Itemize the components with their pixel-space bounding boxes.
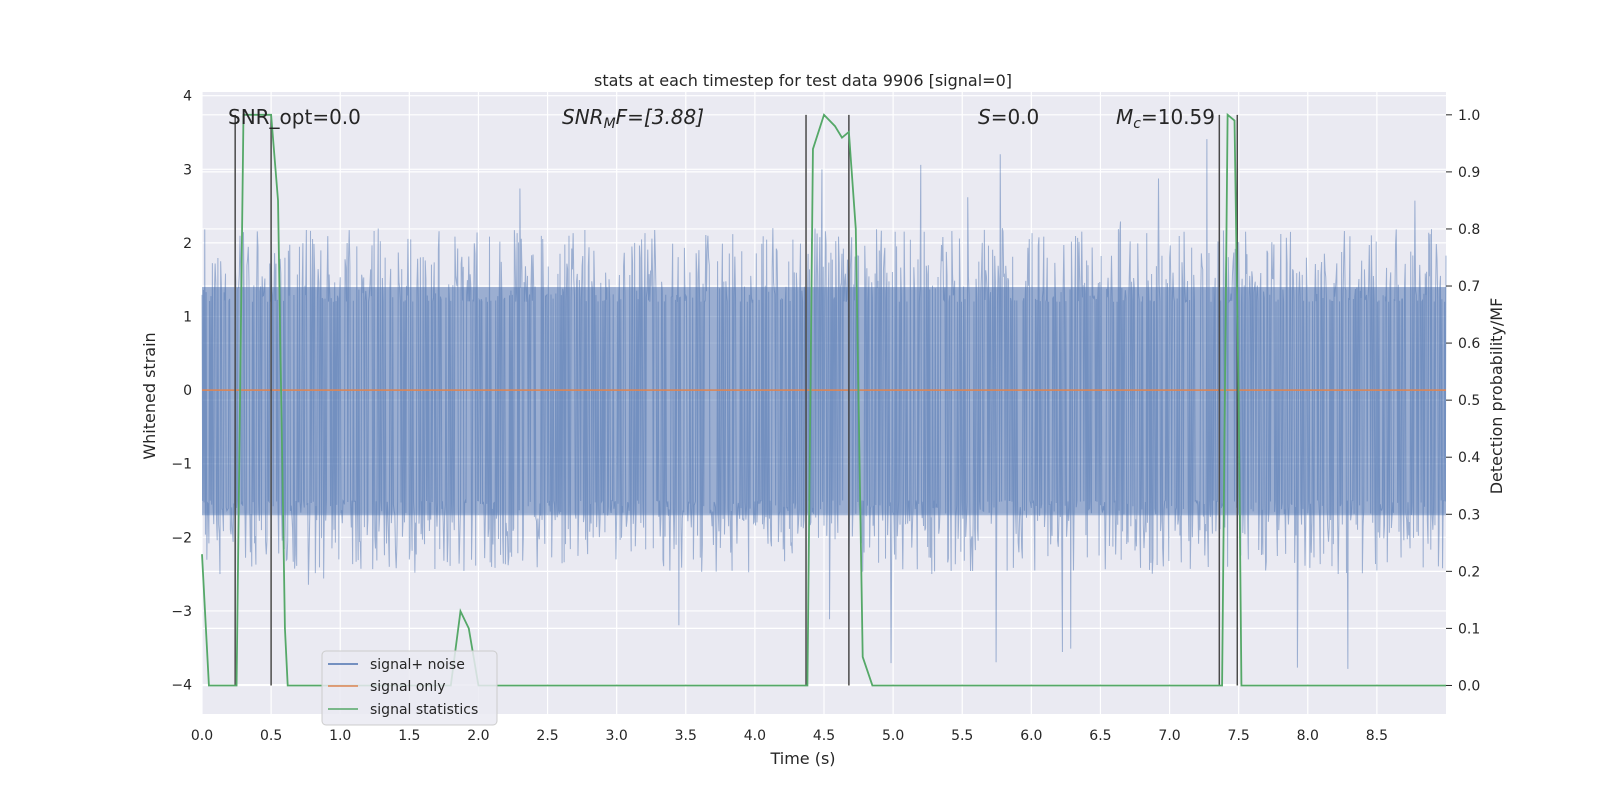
annotation-mc-sub: c <box>1133 116 1141 132</box>
legend: signal+ noise signal only signal statist… <box>321 650 498 726</box>
annotation-snr-mf-rest: F=[3.88] <box>616 105 704 129</box>
annotation-s-symbol: S <box>978 105 991 129</box>
annotation-mc-base: M <box>1116 105 1133 129</box>
y-tick-label-7: 3 <box>183 162 192 178</box>
statistics-line <box>201 112 1446 687</box>
y-tick-label-4: 0 <box>183 383 192 399</box>
y2-tick-label-9: 0.9 <box>1458 165 1480 181</box>
x-tick-label-8: 4.0 <box>744 728 766 744</box>
annotation-s: S=0.0 <box>978 105 1039 129</box>
y2-axis-label: Detection probability/MF <box>1487 298 1506 495</box>
y-tick-label-5: 1 <box>183 310 192 326</box>
legend-label-signal-statistics: signal statistics <box>370 702 478 718</box>
x-tick-label-4: 2.0 <box>467 728 489 744</box>
y2-tick-label-4: 0.4 <box>1458 450 1480 466</box>
x-tick-label-3: 1.5 <box>398 728 420 744</box>
plot-area <box>201 92 1447 714</box>
x-tick-label-11: 5.5 <box>951 728 973 744</box>
annotation-s-value: =0.0 <box>991 105 1040 129</box>
y2-tick-label-3: 0.3 <box>1458 507 1480 523</box>
y2-tick-label-0: 0.0 <box>1458 678 1480 694</box>
x-tick-label-17: 8.5 <box>1366 728 1388 744</box>
y2-tick-label-8: 0.8 <box>1458 222 1480 238</box>
y2-tick-label-6: 0.6 <box>1458 336 1480 352</box>
y2-tick-label-2: 0.2 <box>1458 564 1480 580</box>
y-tick-label-8: 4 <box>183 89 192 105</box>
series-signal-statistics <box>201 112 1446 687</box>
x-tick-label-0: 0.0 <box>191 728 213 744</box>
y-axis-ticks: −4 −3 −2 −1 0 1 2 3 4 <box>171 89 192 694</box>
x-tick-label-15: 7.5 <box>1228 728 1250 744</box>
chart-title: stats at each timestep for test data 990… <box>594 71 1012 90</box>
x-tick-label-6: 3.0 <box>606 728 628 744</box>
y-tick-label-6: 2 <box>183 236 192 252</box>
y2-tick-label-7: 0.7 <box>1458 279 1480 295</box>
legend-label-signal-only: signal only <box>370 679 445 695</box>
x-tick-label-16: 8.0 <box>1297 728 1319 744</box>
y-axis-label: Whitened strain <box>140 332 159 459</box>
annotation-mc: Mc=10.59 <box>1116 105 1215 132</box>
x-tick-label-12: 6.0 <box>1020 728 1042 744</box>
y2-axis-ticks: 0.0 0.1 0.2 0.3 0.4 0.5 0.6 0.7 0.8 0.9 1.0 <box>1446 108 1480 694</box>
annotation-snr-mf-sub: M <box>604 116 616 132</box>
x-tick-label-10: 5.0 <box>882 728 904 744</box>
x-tick-label-13: 6.5 <box>1089 728 1111 744</box>
y-tick-label-0: −4 <box>171 678 192 694</box>
annotation-mc-value: =10.59 <box>1141 105 1215 129</box>
y2-tick-label-10: 1.0 <box>1458 108 1480 124</box>
annotation-snr-mf: SNRMF=[3.88] <box>562 105 704 132</box>
y-tick-label-1: −3 <box>171 604 192 620</box>
legend-box <box>321 650 498 726</box>
annotations: SNR_opt=0.0 SNRMF=[3.88] S=0.0 Mc=10.59 <box>228 105 1215 132</box>
noise-line <box>201 139 1447 669</box>
x-tick-label-7: 3.5 <box>675 728 697 744</box>
y2-tick-label-1: 0.1 <box>1458 621 1480 637</box>
x-tick-label-5: 2.5 <box>536 728 558 744</box>
y-tick-label-3: −1 <box>171 457 192 473</box>
y-tick-label-2: −2 <box>171 530 192 546</box>
detection-markers <box>234 114 1239 686</box>
x-tick-label-9: 4.5 <box>813 728 835 744</box>
annotation-snr-mf-base: SNR <box>562 105 604 129</box>
x-tick-label-2: 1.0 <box>329 728 351 744</box>
y2-tick-label-5: 0.5 <box>1458 393 1480 409</box>
annotation-snr-opt: SNR_opt=0.0 <box>228 105 361 129</box>
x-tick-label-1: 0.5 <box>260 728 282 744</box>
legend-label-signal-noise: signal+ noise <box>370 657 465 673</box>
x-axis-ticks: 0.0 0.5 1.0 1.5 2.0 2.5 3.0 3.5 4.0 4.5 5.0 5.5 6.0 6… <box>191 728 1388 744</box>
x-axis-label: Time (s) <box>769 749 835 768</box>
x-tick-label-14: 7.0 <box>1158 728 1180 744</box>
